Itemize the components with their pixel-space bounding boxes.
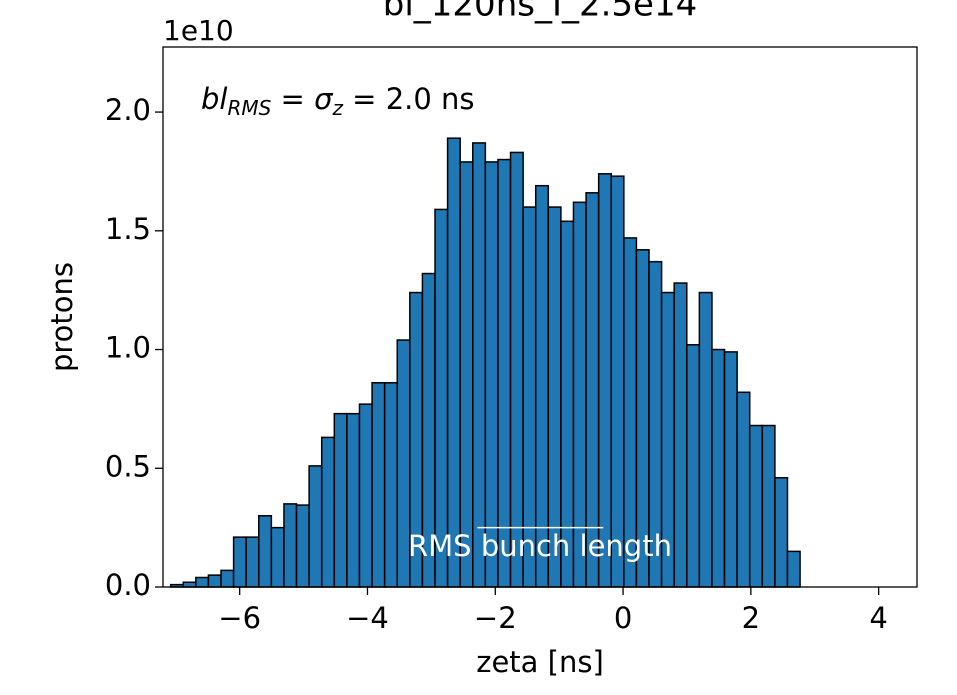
bar	[333, 412, 348, 588]
annotation-part: = 2.0 ns	[343, 82, 475, 116]
bar	[371, 382, 386, 588]
x-tick-label: 2	[742, 601, 760, 635]
bar	[220, 569, 235, 588]
annotation-part: RMS	[227, 96, 271, 120]
bar	[774, 477, 789, 588]
chart-title: bl_120ns_I_2.5e14	[383, 0, 697, 25]
rms-label: RMS bunch length	[408, 529, 672, 563]
bar	[346, 412, 361, 588]
y-tick-label: 0.5	[105, 449, 151, 483]
bar	[320, 436, 336, 588]
y-tick-label: 1.5	[105, 212, 151, 246]
bar	[358, 403, 373, 588]
bar	[610, 175, 625, 588]
bar	[472, 142, 487, 588]
bar	[509, 151, 524, 588]
y-tick-label: 1.0	[105, 331, 151, 365]
bar	[673, 282, 688, 588]
bar	[711, 348, 726, 588]
bar	[308, 465, 323, 588]
x-tick-label: 4	[869, 601, 887, 635]
plot-frame	[162, 46, 918, 588]
bar	[232, 536, 247, 588]
x-tick-label: −4	[346, 601, 389, 635]
annotation-part: σ	[314, 82, 334, 116]
annotation-part: z	[331, 96, 343, 120]
bar	[383, 382, 399, 588]
annotation-part: bl	[201, 82, 227, 116]
bar	[786, 550, 801, 588]
bar	[497, 158, 512, 588]
bar	[446, 137, 461, 588]
annotation: blRMS = σz = 2.0 ns	[201, 82, 475, 120]
bar	[283, 503, 298, 588]
bar	[195, 576, 210, 588]
y-axis-label: protons	[45, 262, 79, 372]
x-tick-label: −6	[218, 601, 261, 635]
bar	[270, 526, 285, 588]
y-tick-label: 0.0	[105, 568, 151, 602]
x-tick-label: −2	[474, 601, 517, 635]
x-tick-label: 0	[614, 601, 632, 635]
bar	[295, 504, 310, 588]
bar	[182, 581, 197, 588]
bar	[723, 351, 738, 588]
x-axis-label: zeta [ns]	[476, 645, 604, 679]
y-tick-label: 2.0	[105, 93, 151, 127]
annotation-part: =	[271, 82, 314, 116]
bar	[207, 574, 222, 588]
bar	[748, 424, 764, 588]
bar	[698, 291, 713, 588]
bar	[484, 161, 499, 588]
y-offset-label: 1e10	[163, 14, 234, 47]
bar	[597, 173, 612, 588]
bar	[761, 424, 776, 588]
bar	[736, 391, 751, 588]
bar	[245, 536, 260, 588]
bar	[534, 184, 550, 588]
bar	[258, 515, 273, 588]
bar	[686, 344, 701, 588]
bar	[459, 161, 474, 588]
